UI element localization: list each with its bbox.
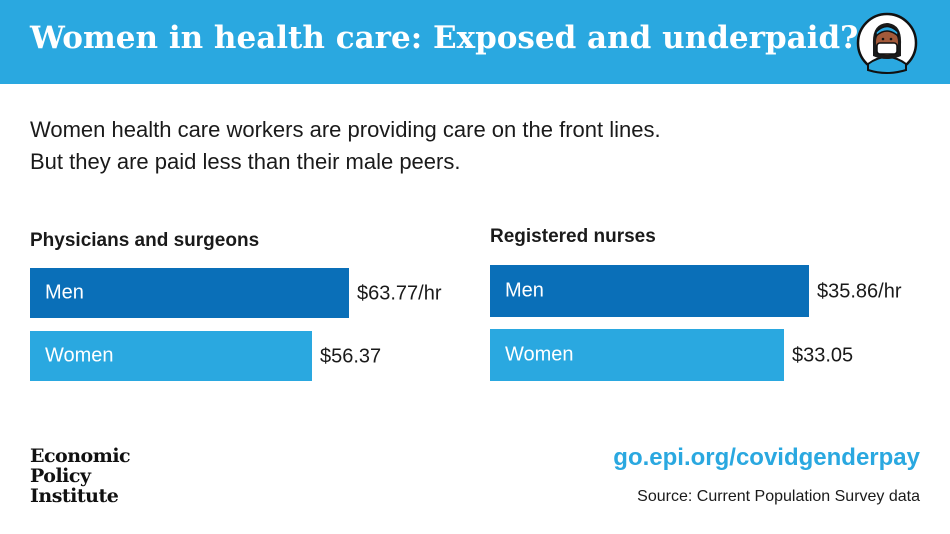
chart-title: Registered nurses (490, 226, 656, 247)
logo-line: Institute (30, 485, 119, 507)
logo-line: Policy (30, 465, 91, 487)
bar-value-women: $33.05 (792, 344, 854, 367)
chart-physicians: Physicians and surgeons Men $63.77/hr Wo… (30, 226, 470, 396)
chart-title: Physicians and surgeons (30, 230, 260, 251)
intro-line-1: Women health care workers are providing … (30, 117, 661, 142)
chart-nurses: Registered nurses Men $35.86/hr Women $3… (490, 226, 930, 396)
bar-label-men: Men (505, 279, 544, 302)
intro-line-2: But they are paid less than their male p… (30, 149, 461, 174)
bar-value-men: $35.86/hr (817, 280, 902, 303)
bar-women: Women (490, 329, 784, 381)
bar-value-men: $63.77/hr (357, 282, 442, 305)
bar-women: Women (30, 331, 312, 381)
header-banner: Women in health care: Exposed and underp… (0, 0, 950, 84)
bar-men: Men (30, 268, 349, 318)
source-note: Source: Current Population Survey data (637, 488, 920, 505)
masked-health-worker-icon (856, 12, 918, 74)
bar-label-women: Women (505, 343, 574, 366)
page-title: Women in health care: Exposed and underp… (30, 20, 859, 56)
bar-men: Men (490, 265, 809, 317)
epi-logo: Economic Policy Institute (30, 445, 131, 507)
bar-label-men: Men (45, 281, 84, 304)
bar-value-women: $56.37 (320, 345, 382, 368)
source-link[interactable]: go.epi.org/covidgenderpay (613, 444, 920, 471)
logo-line: Economic (30, 445, 131, 467)
bar-label-women: Women (45, 344, 114, 367)
